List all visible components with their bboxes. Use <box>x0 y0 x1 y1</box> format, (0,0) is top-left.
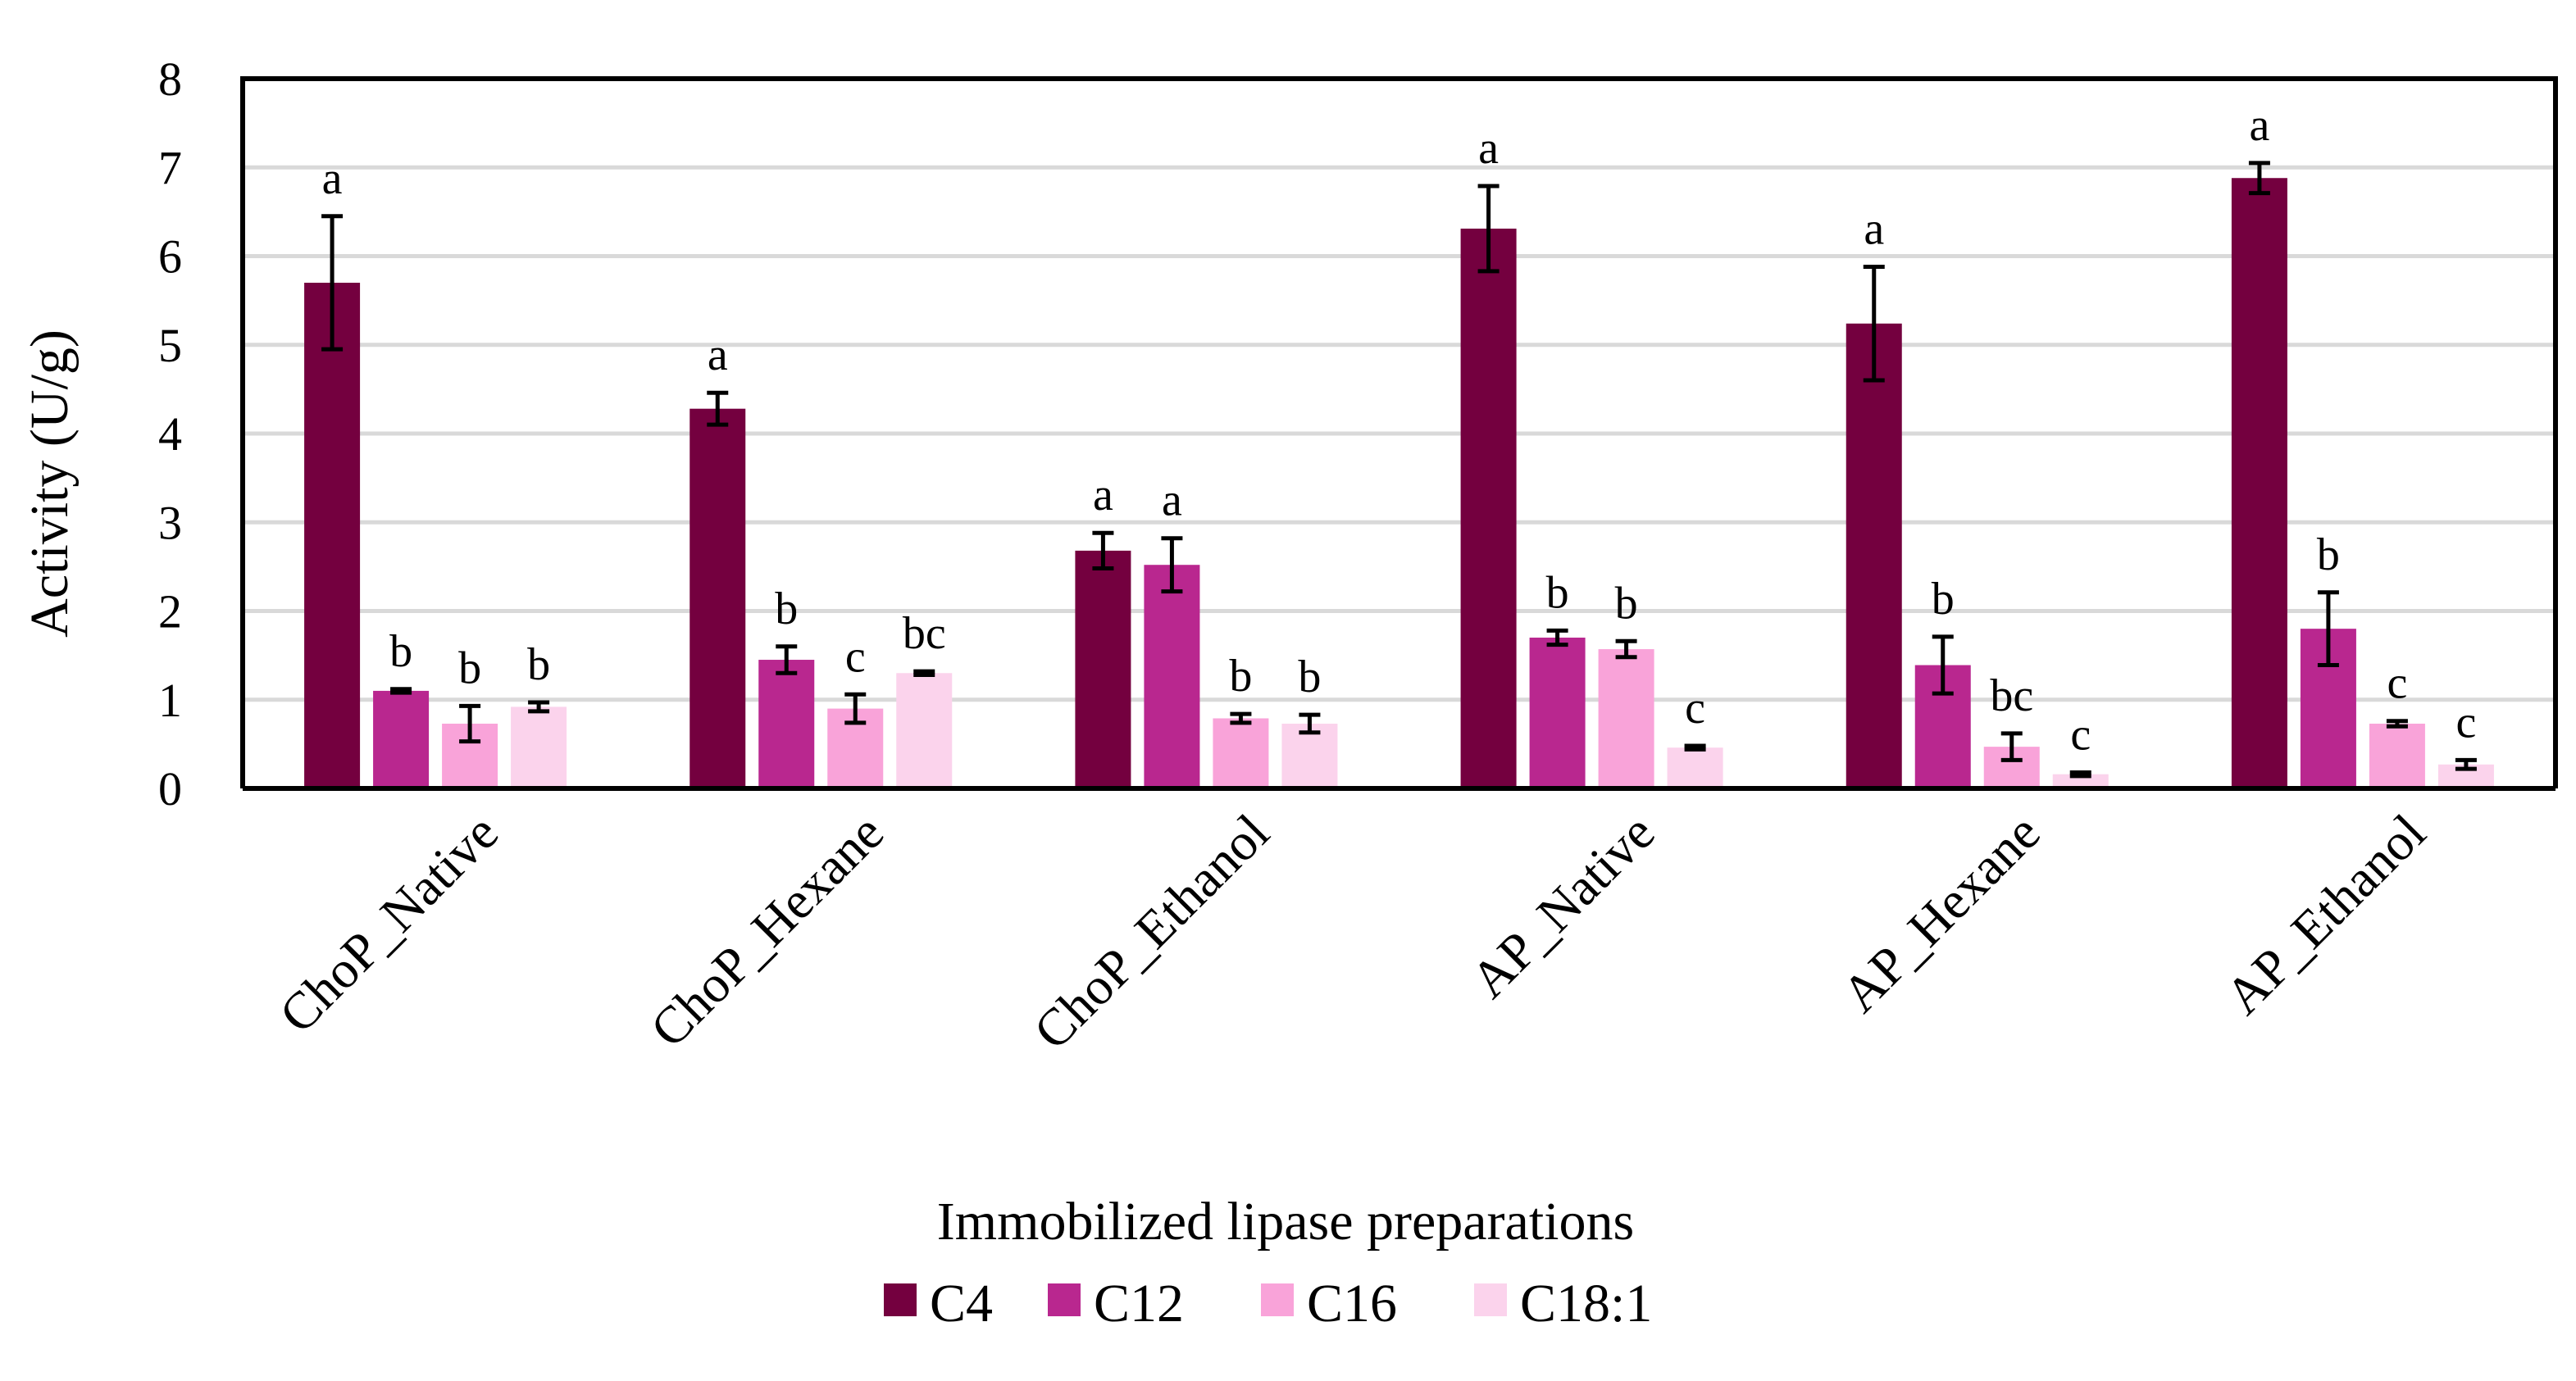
axes <box>240 76 2558 791</box>
error-bar <box>2248 161 2270 196</box>
legend-label: C18:1 <box>1520 1274 1652 1333</box>
error-bar <box>1299 712 1321 735</box>
y-tick-label: 0 <box>158 762 182 815</box>
error-bar <box>2000 731 2023 762</box>
error-bar <box>844 692 867 725</box>
bar <box>373 690 430 788</box>
bar <box>896 673 953 788</box>
error-bar <box>321 214 344 352</box>
x-axis-title: Immobilized lipase preparations <box>937 1192 1634 1252</box>
significance-letter: bc <box>1990 670 2033 721</box>
y-axis-title: Activity (U/g) <box>20 329 80 638</box>
significance-letter: c <box>1685 683 1705 734</box>
significance-letter: b <box>775 584 798 634</box>
error-bar <box>390 687 412 695</box>
error-bars <box>321 161 2477 779</box>
significance-letter: a <box>1093 470 1113 520</box>
bar <box>1460 228 1517 788</box>
gridlines <box>243 165 2556 702</box>
bar <box>1144 565 1200 788</box>
bar <box>1075 550 1131 788</box>
y-tick-label: 3 <box>158 496 182 549</box>
error-bar <box>1477 184 1500 274</box>
significance-letter: b <box>1229 651 1252 702</box>
significance-letter: c <box>2070 710 2091 761</box>
significance-letter: c <box>845 631 866 682</box>
bar <box>1598 649 1654 788</box>
bar <box>304 282 361 789</box>
y-tick-labels: 0 1 2 3 4 5 6 7 8 <box>158 52 182 815</box>
bar <box>758 660 815 788</box>
significance-letter: b <box>2317 529 2340 580</box>
error-bar <box>707 390 729 427</box>
error-bar <box>1161 536 1183 594</box>
significance-letter: a <box>1478 123 1499 174</box>
significance-letter: a <box>1162 475 1182 526</box>
legend-item: C12 <box>1048 1274 1184 1333</box>
y-tick-label: 7 <box>158 141 182 194</box>
significance-letter: a <box>708 329 728 380</box>
error-bar <box>459 703 481 744</box>
bar <box>1529 637 1586 788</box>
error-bar <box>1546 628 1568 647</box>
error-bar <box>1230 711 1252 725</box>
error-bar <box>1092 530 1114 571</box>
error-bar <box>2386 719 2408 729</box>
y-tick-label: 5 <box>158 319 182 372</box>
legend: C4 C12 C16 C18:1 <box>884 1274 1652 1333</box>
error-bar <box>1863 264 1885 383</box>
significance-letter: b <box>458 643 481 693</box>
significance-letter: b <box>1615 578 1638 629</box>
error-bar <box>1615 638 1637 660</box>
bar <box>2052 774 2109 788</box>
legend-label: C12 <box>1094 1274 1184 1333</box>
significance-letter: b <box>389 626 412 677</box>
error-bar <box>1684 743 1706 752</box>
significance-letter: a <box>322 153 343 204</box>
y-tick-label: 6 <box>158 230 182 284</box>
legend-swatch <box>1048 1283 1081 1316</box>
legend-swatch <box>1474 1283 1507 1316</box>
bar <box>690 408 746 788</box>
significance-letter: bc <box>903 608 946 659</box>
error-bar <box>2455 757 2477 771</box>
legend-item: C16 <box>1261 1274 1397 1333</box>
y-tick-label: 4 <box>158 407 182 461</box>
significance-letter: b <box>1546 567 1569 618</box>
significance-letter: a <box>2249 100 2269 151</box>
legend-swatch <box>1261 1283 1294 1316</box>
significance-letter: b <box>1932 574 1955 625</box>
bar <box>1846 323 1902 788</box>
legend-item: C4 <box>884 1274 993 1333</box>
significance-letter: c <box>2387 658 2407 709</box>
y-tick-label: 1 <box>158 674 182 727</box>
bar <box>2369 723 2425 788</box>
significance-letter: b <box>527 639 550 690</box>
error-bar <box>2069 770 2091 779</box>
error-bar <box>528 700 550 714</box>
bar <box>2231 178 2287 789</box>
bar <box>511 706 567 788</box>
legend-item: C18:1 <box>1474 1274 1652 1333</box>
error-bar <box>1932 634 1954 696</box>
significance-letter: a <box>1864 203 1884 254</box>
bar <box>1667 747 1723 788</box>
legend-label: C4 <box>930 1274 993 1333</box>
bars <box>304 178 2494 789</box>
legend-swatch <box>884 1283 917 1316</box>
significance-letter: b <box>1298 652 1321 702</box>
y-tick-label: 2 <box>158 585 182 638</box>
significance-letter: c <box>2455 697 2476 747</box>
error-bar <box>776 644 798 675</box>
error-bar <box>2317 590 2339 668</box>
legend-label: C16 <box>1307 1274 1397 1333</box>
bar <box>1213 718 1269 788</box>
error-bar <box>913 669 935 677</box>
y-tick-label: 8 <box>158 52 182 106</box>
